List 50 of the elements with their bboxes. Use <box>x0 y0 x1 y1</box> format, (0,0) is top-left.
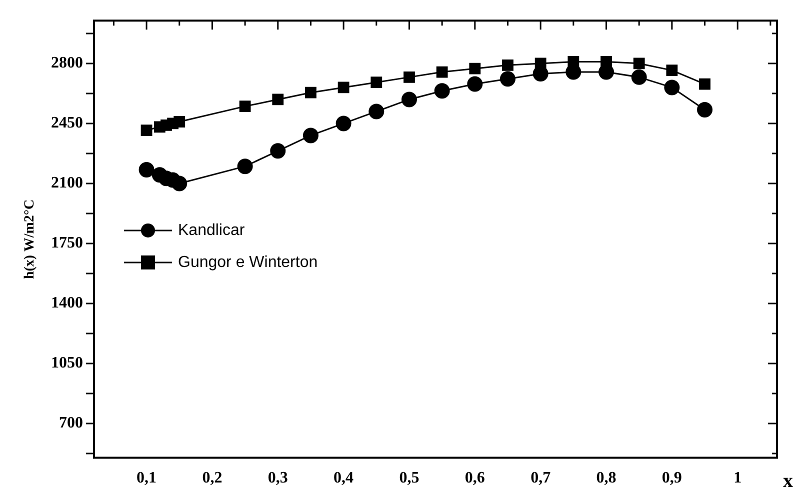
y-axis-title: h(x) W/m2°C <box>22 199 38 280</box>
point <box>699 78 710 90</box>
x-tick-label: 0,2 <box>202 470 222 487</box>
point <box>368 104 384 120</box>
x-tick-label: 0,8 <box>596 470 616 487</box>
x-axis-title: x <box>783 470 793 492</box>
point <box>140 124 152 136</box>
y-tick-label: 1400 <box>51 294 83 312</box>
y-tick-label: 2800 <box>51 54 83 72</box>
point <box>338 82 350 94</box>
legend-label: Gungor e Winterton <box>178 254 318 271</box>
x-tick-label: 0,6 <box>464 470 485 487</box>
x-tick-label: 0,9 <box>662 470 682 487</box>
x-tick-label: 0,5 <box>399 470 420 487</box>
point <box>174 116 186 128</box>
legend-label: Kandlicar <box>178 222 246 239</box>
point <box>532 66 548 82</box>
y-tick-label: 1050 <box>51 354 83 372</box>
y-tick-label: 2100 <box>51 174 83 192</box>
x-tick-label: 0,4 <box>334 470 354 487</box>
point <box>631 69 647 85</box>
point <box>237 158 253 174</box>
point <box>272 94 284 106</box>
y-tick-label: 700 <box>59 414 83 432</box>
point <box>370 76 382 88</box>
point <box>469 62 481 74</box>
x-tick-label: 0,7 <box>530 470 551 487</box>
point <box>404 71 415 83</box>
point <box>401 92 417 108</box>
point <box>239 100 251 112</box>
point <box>697 102 713 118</box>
point <box>434 83 450 99</box>
point <box>633 58 645 70</box>
y-tick-label: 2450 <box>51 114 83 132</box>
point <box>172 176 188 192</box>
point <box>436 66 448 78</box>
point <box>502 59 514 71</box>
point <box>664 80 680 96</box>
y-tick-label: 1750 <box>51 234 83 252</box>
x-tick-label: 0,1 <box>136 470 157 487</box>
point <box>270 143 286 159</box>
point <box>302 128 318 144</box>
point <box>336 116 352 132</box>
point <box>138 162 154 178</box>
x-tick-label: 0,3 <box>268 470 288 487</box>
x-tick-label: 1 <box>734 470 742 487</box>
point <box>305 86 316 98</box>
point <box>500 71 516 87</box>
point <box>467 76 483 92</box>
point <box>666 64 678 76</box>
